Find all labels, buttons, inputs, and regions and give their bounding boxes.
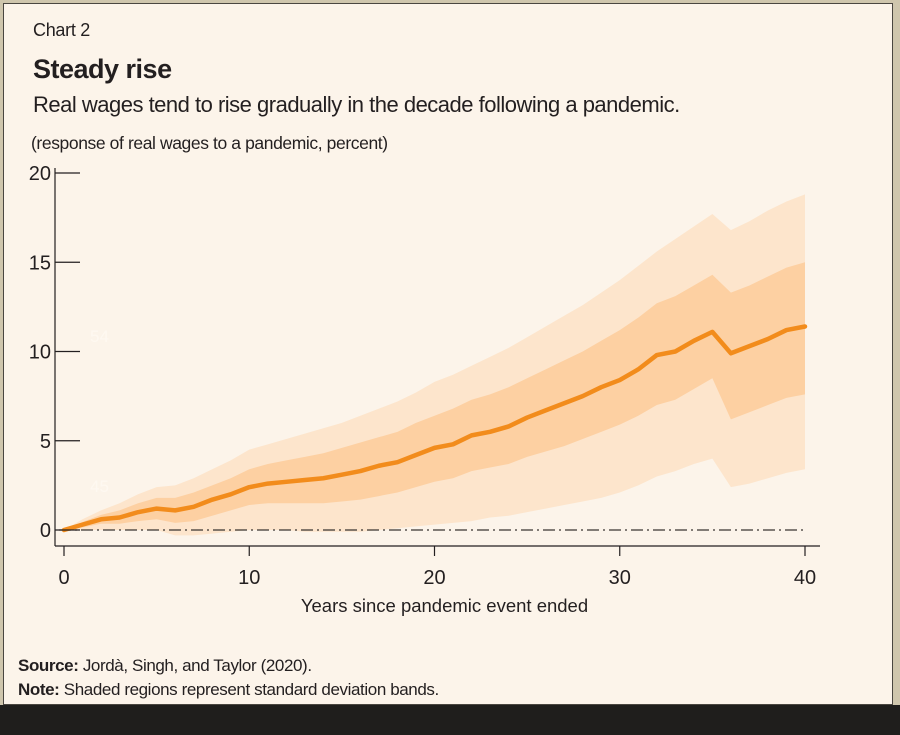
chart-subtitle: Real wages tend to rise gradually in the…: [33, 92, 680, 117]
x-tick-label: 30: [609, 567, 631, 589]
bands-layer: [64, 194, 805, 536]
source-text: Jordà, Singh, and Taylor (2020).: [82, 656, 312, 675]
source-line: Source: Jordà, Singh, and Taylor (2020).: [18, 656, 312, 676]
source-label: Source:: [18, 656, 79, 675]
y-tick-label: 10: [29, 342, 51, 364]
x-tick-label: 0: [58, 567, 69, 589]
chart-title: Steady rise: [33, 54, 172, 84]
y-tick-label: 20: [29, 163, 51, 185]
outer-sd-band: [64, 194, 805, 536]
axes-layer: 0 5 10 15 20 0 10 20 30 40: [29, 163, 820, 589]
series-line: [61, 324, 808, 533]
note-line: Note: Shaded regions represent standard …: [18, 680, 439, 700]
line-layer: [61, 324, 808, 533]
chart-number: Chart 2: [33, 20, 90, 40]
y-tick-label: 15: [29, 252, 51, 274]
x-tick-label: 10: [238, 567, 260, 589]
x-tick-label: 20: [423, 567, 445, 589]
bottom-bar: [0, 705, 900, 735]
watermark-text: 54: [90, 327, 109, 346]
y-tick-label: 0: [40, 520, 51, 542]
note-text: Shaded regions represent standard deviat…: [63, 680, 439, 699]
note-label: Note:: [18, 680, 60, 699]
watermark-text: 45: [90, 477, 109, 496]
unit-label: (response of real wages to a pandemic, p…: [31, 133, 388, 153]
x-axis-label: Years since pandemic event ended: [301, 595, 588, 616]
x-tick-label: 40: [794, 567, 816, 589]
y-tick-label: 5: [40, 431, 51, 453]
inner-sd-band: [64, 262, 805, 530]
